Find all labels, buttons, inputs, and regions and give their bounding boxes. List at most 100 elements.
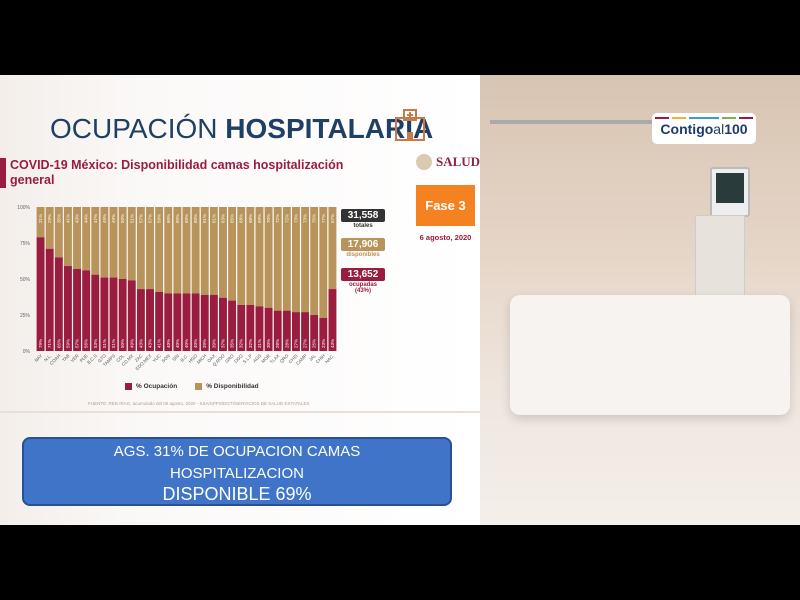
phase-badge: Fase 3 — [416, 185, 475, 226]
data-label-ocupacion: 40% — [175, 339, 180, 348]
x-tick-label: JAL — [308, 353, 317, 362]
bar-disponibilidad — [164, 207, 173, 294]
bar-ocupacion — [173, 293, 182, 351]
bar-disponibilidad — [82, 207, 91, 271]
data-label-disponibilidad: 50% — [120, 214, 125, 223]
data-label-ocupacion: 79% — [38, 339, 43, 348]
data-label-ocupacion: 23% — [321, 339, 326, 348]
bar-ocupacion — [82, 270, 91, 351]
data-label-disponibilidad: 51% — [129, 214, 134, 223]
legend-item-disponibilidad: % Disponibilidad — [195, 383, 259, 390]
stat-total: 31,558 totales — [341, 209, 385, 229]
bar-disponibilidad — [91, 207, 100, 275]
data-label-ocupacion: 41% — [157, 339, 162, 348]
bar-disponibilidad — [100, 207, 109, 278]
data-label-disponibilidad: 44% — [84, 214, 89, 223]
bar-ocupacion — [209, 294, 218, 351]
data-label-disponibilidad: 57% — [138, 214, 143, 223]
bar-chart: 0% 25% 50% 75% 100% 79% 21% NAY 71% 29% N.L. 65% 35%… — [17, 205, 337, 371]
x-tick-label: GRO — [224, 353, 235, 364]
bar-ocupacion — [246, 304, 255, 351]
x-tick-label: MICH — [196, 353, 208, 365]
bar-ocupacion — [219, 297, 227, 351]
x-tick-label: NAC. — [324, 353, 335, 364]
data-label-ocupacion: 32% — [248, 339, 253, 348]
bar-disponibilidad — [63, 207, 72, 267]
y-tick-label: 50% — [20, 277, 31, 283]
bar-disponibilidad — [237, 207, 246, 305]
data-label-ocupacion: 39% — [202, 339, 207, 348]
bar-disponibilidad — [54, 207, 63, 258]
x-tick-label: ZAC — [134, 353, 144, 363]
data-label-ocupacion: 40% — [193, 339, 198, 348]
data-label-disponibilidad: 61% — [211, 214, 216, 223]
data-label-ocupacion: 43% — [138, 339, 143, 348]
bar-ocupacion — [264, 307, 273, 351]
banner-line-3: DISPONIBLE 69% — [162, 484, 312, 504]
data-label-disponibilidad: 68% — [248, 214, 253, 223]
bar-disponibilidad — [127, 207, 136, 281]
x-tick-label: B.C. — [179, 353, 189, 363]
bar-disponibilidad — [182, 207, 191, 294]
data-label-ocupacion: 30% — [266, 339, 271, 348]
bar-disponibilidad — [191, 207, 200, 294]
data-label-ocupacion: 40% — [184, 339, 189, 348]
bar-ocupacion — [200, 294, 209, 351]
data-label-ocupacion: 50% — [120, 339, 125, 348]
bar-disponibilidad — [118, 207, 127, 279]
bar-ocupacion — [45, 248, 54, 351]
legend-item-ocupacion: % Ocupación — [125, 383, 177, 390]
banner-line-2: HOSPITALIZACION — [170, 465, 304, 482]
data-label-disponibilidad: 63% — [220, 214, 225, 223]
data-label-ocupacion: 27% — [293, 339, 298, 348]
data-label-ocupacion: 49% — [129, 339, 134, 348]
x-tick-label: N.L. — [43, 353, 52, 362]
data-label-disponibilidad: 57% — [148, 214, 153, 223]
bar-ocupacion — [191, 293, 200, 351]
data-label-disponibilidad: 73% — [293, 214, 298, 223]
x-tick-label: HGO — [188, 353, 199, 364]
data-label-ocupacion: 39% — [211, 339, 216, 348]
x-tick-label: GTO — [97, 353, 108, 364]
data-label-disponibilidad: 47% — [93, 214, 98, 223]
hospital-bed-photo — [480, 75, 800, 525]
data-label-disponibilidad: 59% — [157, 214, 162, 223]
x-tick-label: TAB — [61, 353, 70, 362]
data-label-disponibilidad: 61% — [202, 214, 207, 223]
data-label-disponibilidad: 72% — [275, 214, 280, 223]
caption-banner: AGS. 31% DE OCUPACION CAMAS HOSPITALIZAC… — [22, 437, 452, 506]
bar-disponibilidad — [146, 207, 154, 290]
bar-ocupacion — [118, 279, 127, 351]
x-tick-label: B.C.S — [86, 353, 98, 365]
x-tick-label: SIN — [171, 353, 180, 362]
bar-ocupacion — [310, 315, 319, 351]
data-label-disponibilidad: 69% — [257, 214, 262, 223]
data-label-ocupacion: 31% — [257, 339, 262, 348]
data-label-ocupacion: 51% — [111, 339, 116, 348]
data-label-disponibilidad: 60% — [193, 214, 198, 223]
x-tick-label: QRO — [279, 353, 290, 364]
data-label-ocupacion: 43% — [148, 339, 153, 348]
y-tick-label: 0% — [23, 349, 31, 355]
bar-ocupacion — [73, 268, 82, 351]
data-label-ocupacion: 59% — [65, 339, 70, 348]
bar-disponibilidad — [246, 207, 255, 305]
bar-ocupacion — [255, 306, 264, 351]
x-tick-label: VER — [70, 353, 81, 364]
y-tick-label: 100% — [17, 205, 30, 211]
x-tick-label: OAX — [206, 353, 216, 363]
data-label-ocupacion: 35% — [230, 339, 235, 348]
banner-line-1: AGS. 31% DE OCUPACION CAMAS — [113, 443, 361, 460]
bar-disponibilidad — [45, 207, 54, 249]
data-label-ocupacion: 65% — [56, 339, 61, 348]
data-label-ocupacion: 27% — [303, 339, 308, 348]
data-label-disponibilidad: 43% — [75, 214, 80, 223]
data-label-disponibilidad: 73% — [303, 214, 308, 223]
bar-ocupacion — [291, 312, 300, 351]
bar-ocupacion — [164, 293, 173, 351]
contigo-al-100-logo: Contigoal100 — [652, 113, 756, 144]
bar-ocupacion — [127, 280, 136, 351]
hospital-bed — [510, 295, 790, 415]
bar-ocupacion — [100, 277, 109, 351]
monitor-icon — [710, 167, 750, 217]
